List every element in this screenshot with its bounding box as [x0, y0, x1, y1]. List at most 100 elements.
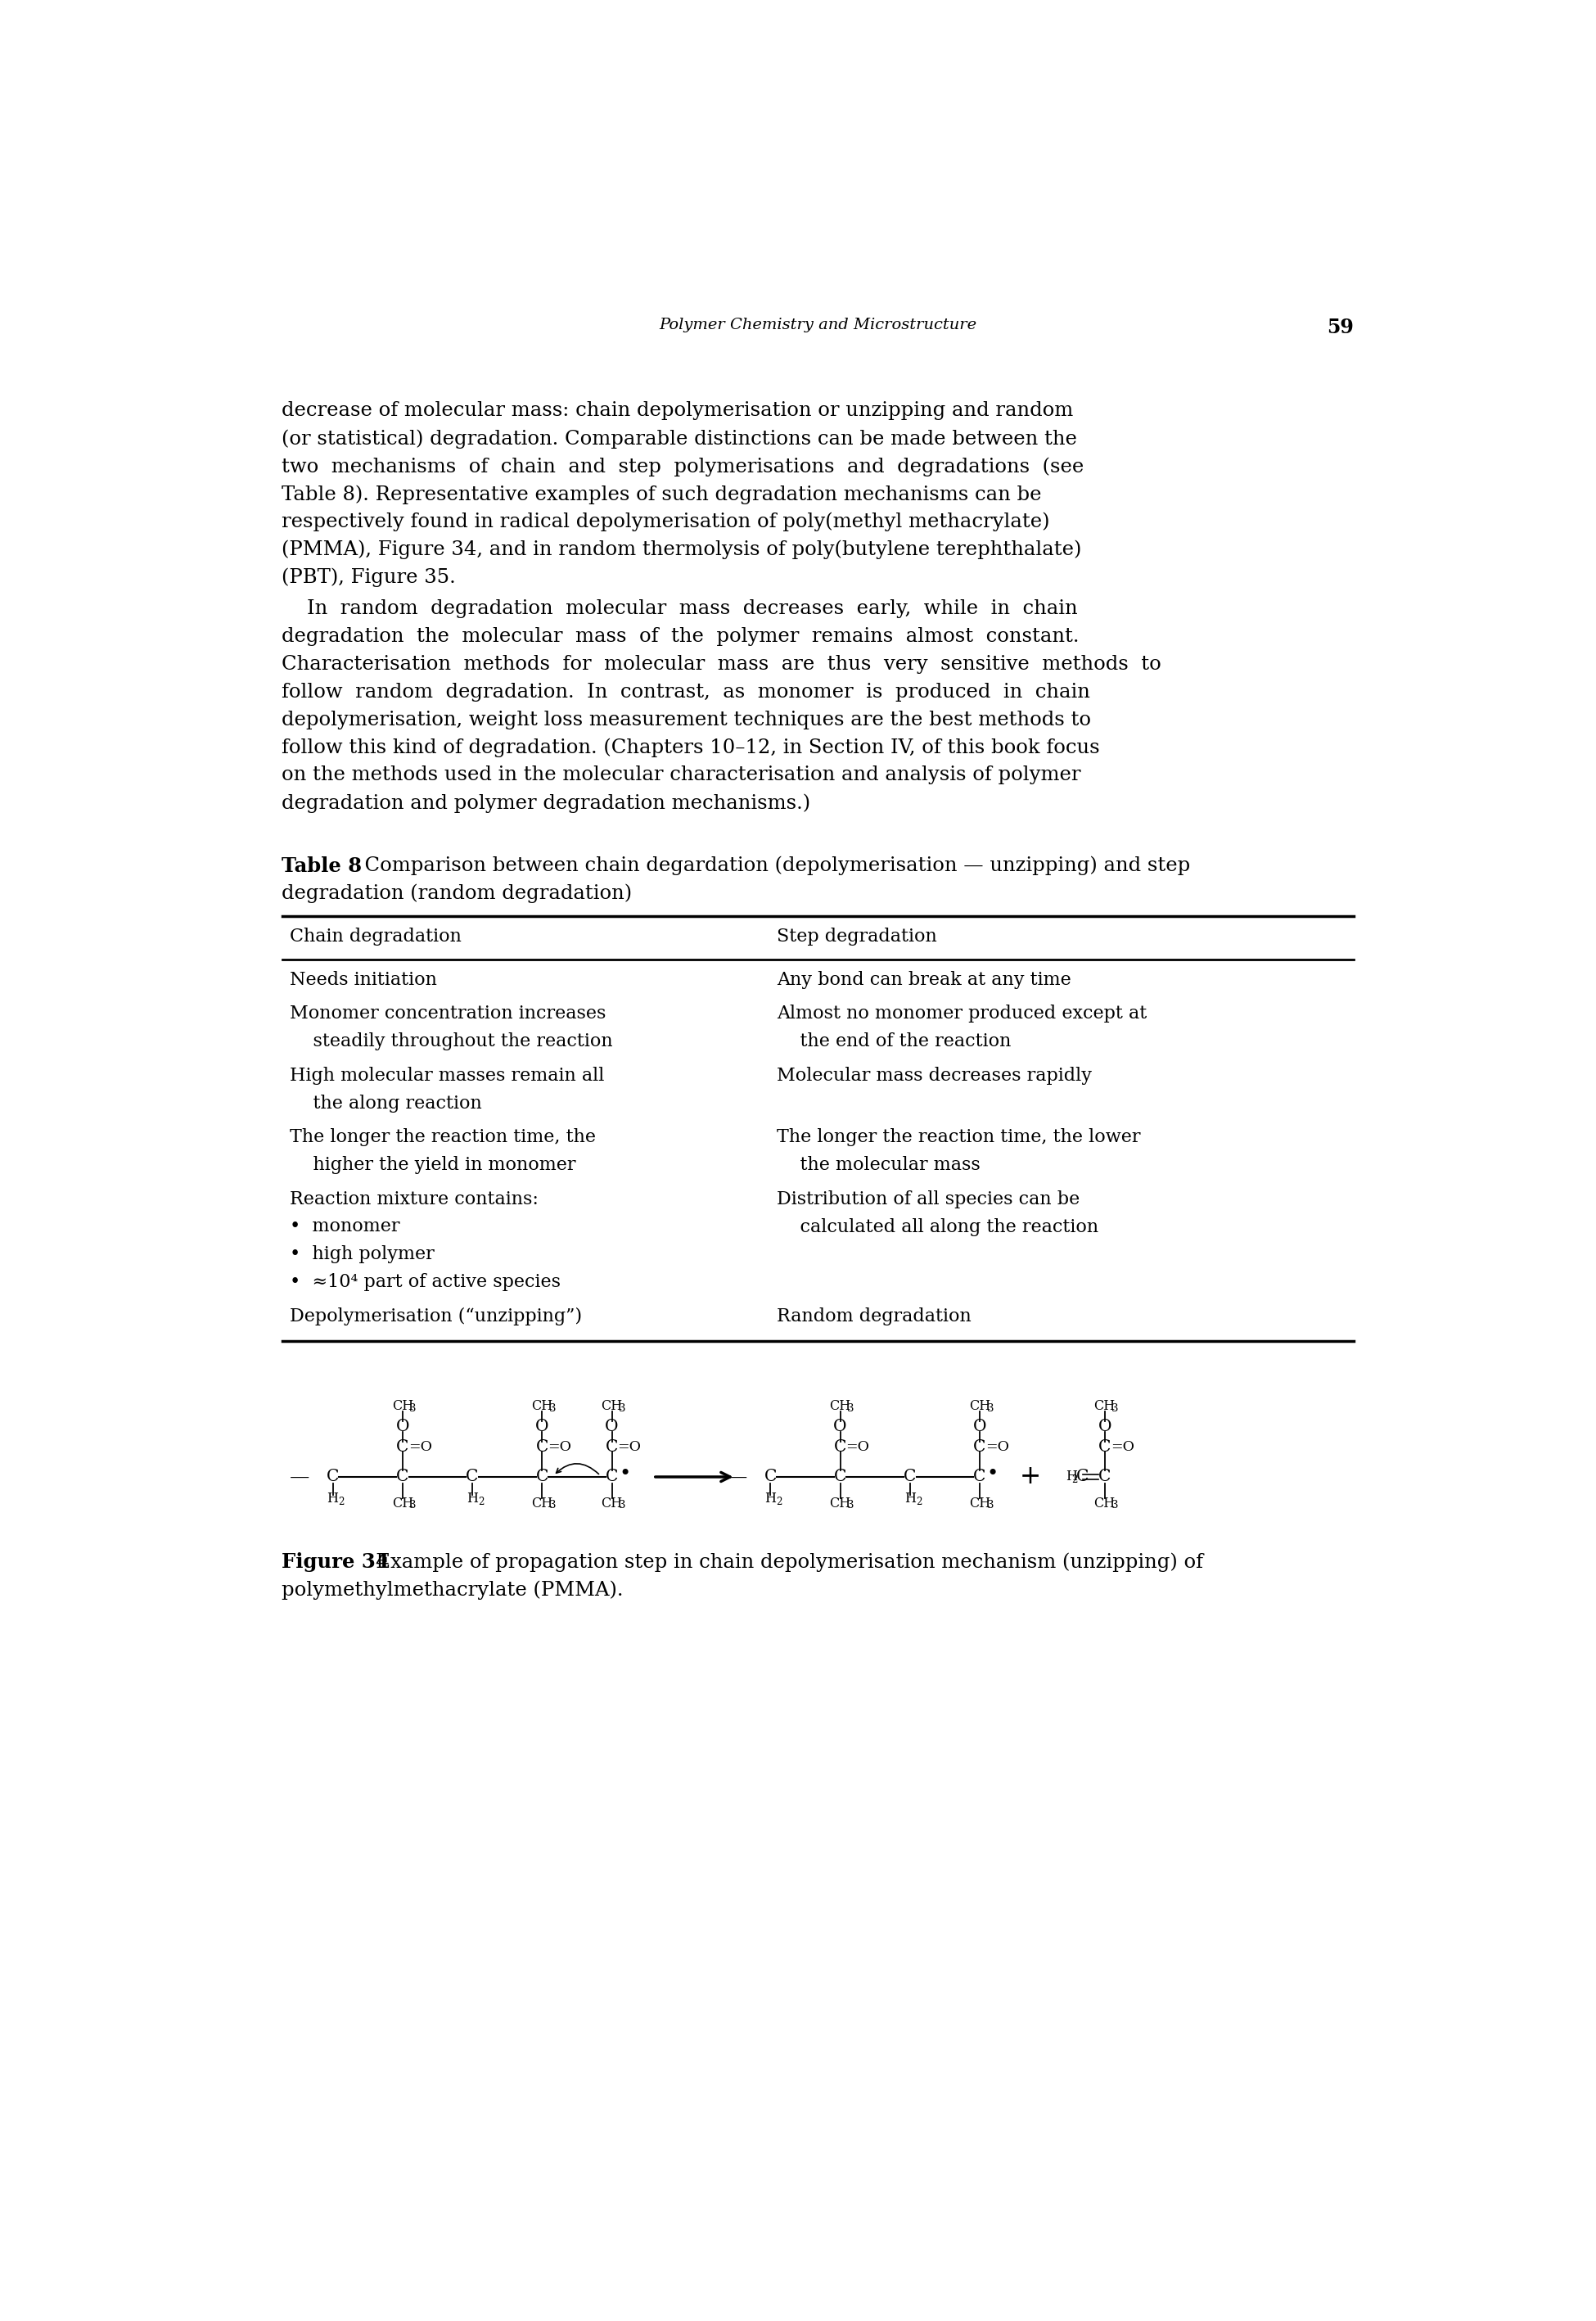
Text: O: O: [1098, 1418, 1111, 1434]
Text: 3: 3: [549, 1402, 555, 1413]
Text: High molecular masses remain all: High molecular masses remain all: [289, 1068, 605, 1084]
Text: 2: 2: [338, 1497, 345, 1506]
Text: Table 8). Representative examples of such degradation mechanisms can be: Table 8). Representative examples of suc…: [282, 485, 1042, 504]
Text: CH: CH: [391, 1497, 413, 1511]
Text: +: +: [1020, 1465, 1041, 1490]
Text: CH: CH: [602, 1400, 622, 1413]
Text: •  monomer: • monomer: [289, 1219, 399, 1235]
Text: 2: 2: [916, 1497, 921, 1506]
Text: higher the yield in monomer: higher the yield in monomer: [289, 1156, 576, 1174]
Text: The longer the reaction time, the: The longer the reaction time, the: [289, 1128, 595, 1147]
Text: degradation  the  molecular  mass  of  the  polymer  remains  almost  constant.: degradation the molecular mass of the po…: [282, 627, 1079, 645]
Text: CH: CH: [1093, 1497, 1116, 1511]
Text: —: —: [728, 1467, 747, 1485]
Text: 3: 3: [986, 1499, 994, 1511]
Text: C: C: [605, 1439, 618, 1455]
Text: C: C: [1098, 1469, 1111, 1485]
Text: =O: =O: [1111, 1439, 1135, 1453]
Text: CH: CH: [531, 1497, 552, 1511]
Text: 2: 2: [1071, 1474, 1077, 1485]
Text: 3: 3: [1112, 1499, 1119, 1511]
Text: (PMMA), Figure 34, and in random thermolysis of poly(butylene terephthalate): (PMMA), Figure 34, and in random thermol…: [282, 541, 1082, 559]
Text: (or statistical) degradation. Comparable distinctions can be made between the: (or statistical) degradation. Comparable…: [282, 429, 1077, 448]
Text: polymethylmethacrylate (PMMA).: polymethylmethacrylate (PMMA).: [282, 1581, 624, 1599]
Text: Molecular mass decreases rapidly: Molecular mass decreases rapidly: [777, 1068, 1092, 1084]
Text: Polymer Chemistry and Microstructure: Polymer Chemistry and Microstructure: [659, 318, 977, 332]
Text: =O: =O: [547, 1439, 571, 1453]
Text: C: C: [1076, 1469, 1088, 1485]
Text: 3: 3: [410, 1499, 417, 1511]
Text: CH: CH: [969, 1497, 991, 1511]
Text: CH: CH: [1093, 1400, 1116, 1413]
Text: O: O: [605, 1418, 619, 1434]
Text: 3: 3: [986, 1402, 994, 1413]
Text: =O: =O: [985, 1439, 1009, 1453]
Text: C: C: [327, 1469, 338, 1485]
Text: O: O: [535, 1418, 549, 1434]
Text: O: O: [396, 1418, 409, 1434]
Text: 3: 3: [549, 1499, 555, 1511]
Text: C: C: [833, 1469, 846, 1485]
Text: follow this kind of degradation. (Chapters 10–12, in Section IV, of this book fo: follow this kind of degradation. (Chapte…: [282, 738, 1100, 757]
Text: degradation and polymer degradation mechanisms.): degradation and polymer degradation mech…: [282, 794, 811, 812]
Text: depolymerisation, weight loss measurement techniques are the best methods to: depolymerisation, weight loss measuremen…: [282, 710, 1092, 729]
Text: C: C: [903, 1469, 916, 1485]
Text: degradation (random degradation): degradation (random degradation): [282, 884, 632, 903]
Text: 3: 3: [847, 1402, 854, 1413]
Text: =O: =O: [846, 1439, 870, 1453]
Text: decrease of molecular mass: chain depolymerisation or unzipping and random: decrease of molecular mass: chain depoly…: [282, 402, 1074, 420]
Text: C: C: [396, 1469, 409, 1485]
Text: O: O: [974, 1418, 986, 1434]
Text: follow  random  degradation.  In  contrast,  as  monomer  is  produced  in  chai: follow random degradation. In contrast, …: [282, 682, 1090, 701]
Text: Figure 34: Figure 34: [282, 1553, 389, 1571]
Text: •  ≈10⁴ part of active species: • ≈10⁴ part of active species: [289, 1274, 560, 1290]
Text: Almost no monomer produced except at: Almost no monomer produced except at: [777, 1005, 1148, 1024]
Text: Comparison between chain degardation (depolymerisation — unzipping) and step: Comparison between chain degardation (de…: [351, 856, 1191, 875]
Text: 3: 3: [619, 1402, 626, 1413]
Text: =O: =O: [409, 1439, 433, 1453]
Text: on the methods used in the molecular characterisation and analysis of polymer: on the methods used in the molecular cha…: [282, 766, 1080, 784]
Text: C: C: [974, 1439, 986, 1455]
Text: steadily throughout the reaction: steadily throughout the reaction: [289, 1033, 613, 1051]
Text: C: C: [764, 1469, 777, 1485]
Text: Table 8: Table 8: [282, 856, 362, 875]
Text: C: C: [466, 1469, 479, 1485]
Text: H: H: [327, 1492, 338, 1506]
Text: Needs initiation: Needs initiation: [289, 970, 437, 989]
Text: two  mechanisms  of  chain  and  step  polymerisations  and  degradations  (see: two mechanisms of chain and step polymer…: [282, 457, 1084, 476]
Text: CH: CH: [969, 1400, 991, 1413]
Text: (PBT), Figure 35.: (PBT), Figure 35.: [282, 569, 456, 587]
Text: Reaction mixture contains:: Reaction mixture contains:: [289, 1191, 538, 1209]
Text: •: •: [986, 1465, 999, 1483]
Text: Characterisation  methods  for  molecular  mass  are  thus  very  sensitive  met: Characterisation methods for molecular m…: [282, 655, 1162, 673]
Text: C: C: [536, 1439, 549, 1455]
Text: 3: 3: [1112, 1402, 1119, 1413]
Text: Example of propagation step in chain depolymerisation mechanism (unzipping) of: Example of propagation step in chain dep…: [358, 1553, 1203, 1571]
Text: —: —: [290, 1467, 310, 1485]
Text: the molecular mass: the molecular mass: [777, 1156, 980, 1174]
Text: Chain degradation: Chain degradation: [289, 928, 461, 947]
Text: O: O: [833, 1418, 847, 1434]
Text: 2: 2: [477, 1497, 484, 1506]
Text: Distribution of all species can be: Distribution of all species can be: [777, 1191, 1080, 1209]
Text: In  random  degradation  molecular  mass  decreases  early,  while  in  chain: In random degradation molecular mass dec…: [282, 599, 1077, 617]
Text: 59: 59: [1326, 318, 1353, 337]
Text: 2: 2: [776, 1497, 782, 1506]
Text: Depolymerisation (“unzipping”): Depolymerisation (“unzipping”): [289, 1307, 583, 1325]
Text: CH: CH: [531, 1400, 552, 1413]
Text: •: •: [619, 1465, 630, 1483]
Text: CH: CH: [602, 1497, 622, 1511]
Text: C: C: [536, 1469, 549, 1485]
Text: C: C: [833, 1439, 846, 1455]
Text: H: H: [764, 1492, 776, 1506]
Text: H: H: [905, 1492, 916, 1506]
Text: calculated all along the reaction: calculated all along the reaction: [777, 1219, 1098, 1235]
Text: Random degradation: Random degradation: [777, 1307, 972, 1325]
Text: H: H: [466, 1492, 477, 1506]
Text: 3: 3: [847, 1499, 854, 1511]
Text: H: H: [1066, 1469, 1077, 1483]
Text: CH: CH: [830, 1400, 851, 1413]
Text: Any bond can break at any time: Any bond can break at any time: [777, 970, 1071, 989]
Text: respectively found in radical depolymerisation of poly(methyl methacrylate): respectively found in radical depolymeri…: [282, 513, 1050, 532]
Text: 3: 3: [619, 1499, 626, 1511]
